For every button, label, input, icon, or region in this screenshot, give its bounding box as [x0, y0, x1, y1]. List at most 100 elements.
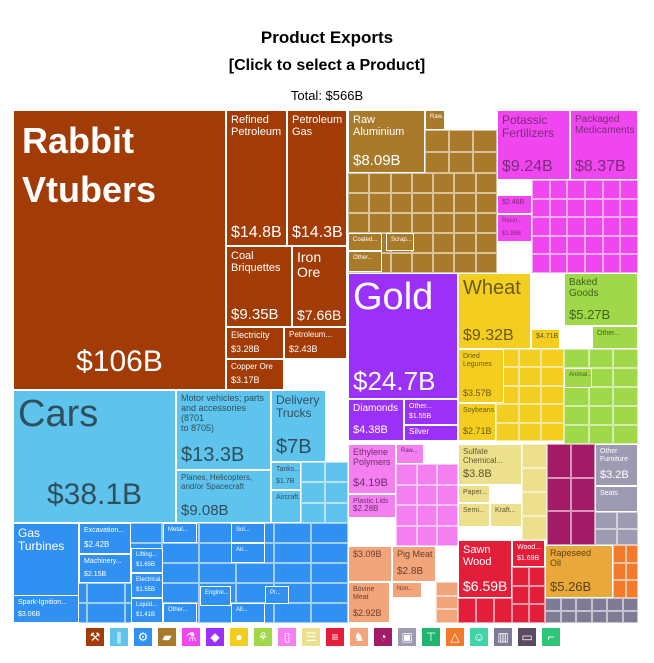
minor-product-tile[interactable] [416, 464, 438, 485]
minor-product-tile[interactable] [571, 477, 595, 512]
minor-product-tile[interactable] [411, 173, 434, 193]
minor-product-tile[interactable] [564, 387, 589, 406]
minor-product-tile[interactable] [518, 422, 542, 441]
minor-product-tile[interactable] [416, 525, 438, 546]
minor-product-tile[interactable] [549, 235, 568, 255]
tile-machines-air[interactable]: Air... [231, 543, 265, 563]
minor-product-tile[interactable] [473, 151, 497, 173]
minor-product-tile[interactable] [625, 562, 638, 581]
minor-product-tile[interactable] [348, 193, 370, 213]
minor-product-tile[interactable] [545, 598, 561, 611]
minor-product-tile[interactable] [547, 444, 571, 478]
minor-product-tile[interactable] [416, 505, 438, 526]
minor-product-tile[interactable] [475, 253, 497, 273]
minor-product-tile[interactable] [433, 173, 455, 193]
minor-product-tile[interactable] [369, 173, 391, 193]
tile-machines-engine[interactable]: Engine... [200, 586, 231, 606]
minor-product-tile[interactable] [613, 349, 638, 368]
minor-product-tile[interactable] [567, 180, 585, 199]
minor-product-tile[interactable] [396, 484, 417, 505]
tile-ethylene-polymers[interactable]: Ethylene Polymers $4.19B [348, 444, 396, 494]
minor-product-tile[interactable] [396, 464, 417, 485]
minor-product-tile[interactable] [454, 233, 476, 253]
minor-product-tile[interactable] [602, 198, 621, 218]
minor-product-tile[interactable] [547, 511, 571, 545]
paper-icon[interactable]: ☰ [302, 628, 320, 646]
tile-machinery[interactable]: Machinery... $2.15B [79, 554, 131, 583]
monitor-icon[interactable]: ▭ [518, 628, 536, 646]
minor-product-tile[interactable] [595, 528, 617, 545]
minor-product-tile[interactable] [273, 543, 311, 563]
minor-product-tile[interactable] [454, 193, 476, 213]
minor-product-tile[interactable] [622, 598, 638, 611]
tile-electricity[interactable]: Electricity $3.28B [226, 327, 284, 359]
minor-product-tile[interactable] [588, 368, 614, 387]
log-icon[interactable]: ≡ [326, 628, 344, 646]
minor-product-tile[interactable] [496, 404, 519, 423]
minor-product-tile[interactable] [449, 130, 473, 152]
minor-product-tile[interactable] [620, 235, 638, 255]
minor-product-tile[interactable] [458, 598, 476, 623]
minor-product-tile[interactable] [512, 585, 529, 605]
tile-lifting[interactable]: Lifting... $1.65B [131, 548, 163, 573]
minor-product-tile[interactable] [622, 610, 638, 623]
tile-paper[interactable]: Paper... [458, 485, 490, 503]
minor-product-tile[interactable] [613, 406, 638, 425]
tile-metals-other[interactable]: Other... [348, 251, 382, 272]
minor-product-tile[interactable] [564, 425, 589, 444]
minor-product-tile[interactable] [273, 603, 311, 623]
tile-cars[interactable]: Cars $38.1B [13, 390, 176, 523]
minor-product-tile[interactable] [161, 563, 200, 583]
minor-product-tile[interactable] [425, 130, 449, 152]
minor-product-tile[interactable] [545, 610, 561, 623]
minor-product-tile[interactable] [571, 511, 595, 545]
minor-product-tile[interactable] [585, 198, 603, 218]
tile-seats[interactable]: Seats [595, 486, 638, 512]
hammer-icon[interactable]: ⚒ [86, 628, 104, 646]
minor-product-tile[interactable] [522, 444, 547, 468]
tile-other-furniture[interactable]: Other Furniture $3.2B [595, 444, 638, 486]
tile-packaged-medicaments[interactable]: Packaged Medicaments $8.37B [570, 110, 638, 180]
minor-product-tile[interactable] [564, 406, 589, 425]
minor-product-tile[interactable] [541, 422, 564, 441]
minor-product-tile[interactable] [602, 235, 621, 255]
tile-coal-briquettes[interactable]: Coal Briquettes $9.35B [226, 246, 292, 327]
tile-machines-metal[interactable]: Metal... [163, 523, 197, 543]
minor-product-tile[interactable] [425, 151, 449, 173]
tile-refined-petroleum[interactable]: Refined Petroleum $14.8B [226, 110, 287, 246]
minor-product-tile[interactable] [310, 543, 348, 563]
minor-product-tile[interactable] [324, 462, 348, 483]
minor-product-tile[interactable] [390, 253, 412, 273]
minor-product-tile[interactable] [475, 213, 497, 233]
minor-product-tile[interactable] [390, 213, 412, 233]
tile-petroleum-other[interactable]: Petroleum... $2.43B [284, 327, 347, 359]
minor-product-tile[interactable] [549, 217, 568, 236]
shirt-icon[interactable]: ⊤ [422, 628, 440, 646]
minor-product-tile[interactable] [564, 349, 589, 368]
tile-precious-other[interactable]: Other... $1.55B [404, 399, 458, 425]
minor-product-tile[interactable] [310, 603, 348, 623]
tile-non[interactable]: Non... [392, 582, 422, 598]
minor-product-tile[interactable] [620, 254, 638, 273]
road-icon[interactable]: ∥ [110, 628, 128, 646]
minor-product-tile[interactable] [522, 492, 547, 516]
bottle-icon[interactable]: ▯ [278, 628, 296, 646]
minor-product-tile[interactable] [541, 367, 564, 386]
tile-raw-aluminium[interactable]: Raw Aluminium $8.09B [348, 110, 425, 173]
minor-product-tile[interactable] [437, 484, 458, 505]
tile-wood-other[interactable]: Wood... $1.69B [512, 540, 545, 567]
minor-product-tile[interactable] [613, 545, 626, 563]
boar-icon[interactable]: ♞ [350, 628, 368, 646]
tile-iron-ore[interactable]: Iron Ore $7.66B [292, 246, 347, 327]
minor-product-tile[interactable] [588, 387, 614, 406]
minor-product-tile[interactable] [301, 502, 325, 523]
tile-coated[interactable]: Coated... [348, 233, 382, 251]
minor-product-tile[interactable] [512, 604, 529, 623]
minor-product-tile[interactable] [475, 233, 497, 253]
minor-product-tile[interactable] [199, 563, 237, 583]
minor-product-tile[interactable] [549, 198, 568, 218]
minor-product-tile[interactable] [549, 254, 568, 273]
minor-product-tile[interactable] [411, 253, 434, 273]
minor-product-tile[interactable] [567, 217, 585, 236]
tile-semi[interactable]: Semi... [458, 503, 490, 527]
